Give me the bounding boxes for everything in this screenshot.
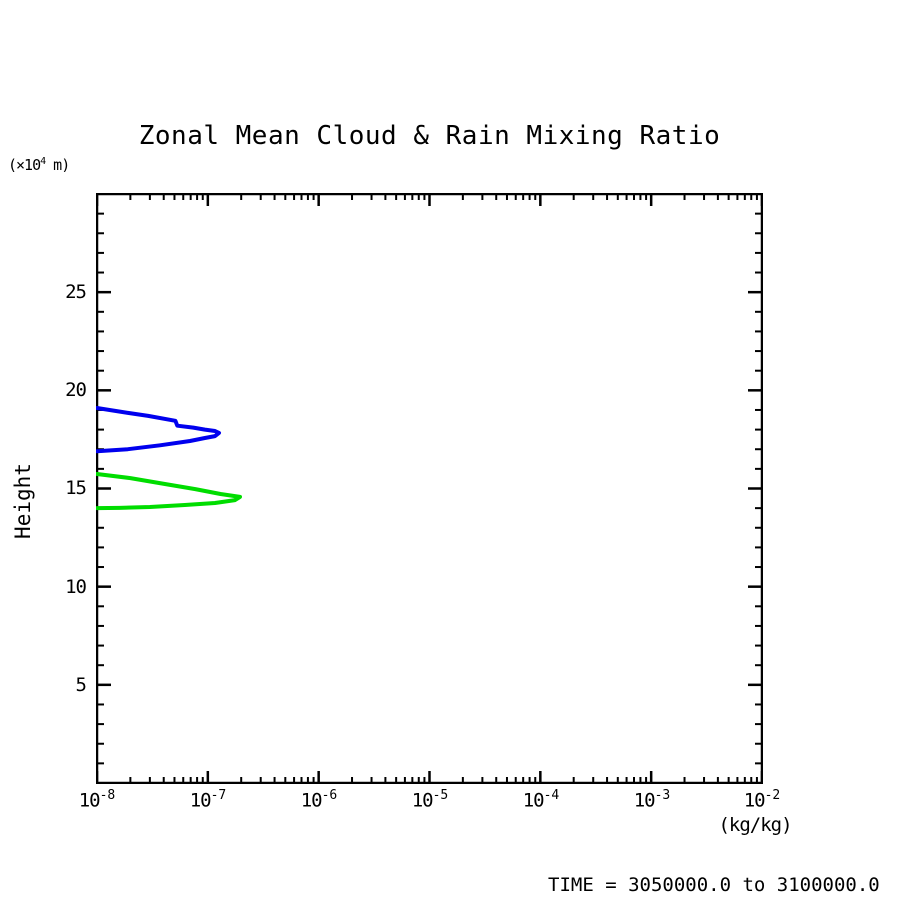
y-axis-unit-exponent: 4 [40, 156, 46, 167]
x-tick-label-1e-7: 10-7 [189, 788, 227, 812]
x-tick-label-1e-2: 10-2 [743, 788, 781, 812]
y-tick-label-5: 5 [75, 674, 87, 696]
cloud-mixing-ratio-contour [96, 406, 221, 454]
x-tick-label-1e-3: 10-3 [633, 788, 671, 812]
time-caption: TIME = 3050000.0 to 3100000.0 [548, 874, 880, 896]
x-tick-label-1e-8: 10-8 [78, 788, 116, 812]
y-tick-label-20: 20 [65, 379, 87, 401]
y-tick-label-15: 15 [65, 477, 87, 499]
x-tick-label-1e-4: 10-4 [522, 788, 560, 812]
plot-area [96, 193, 763, 784]
x-tick-label-1e-5: 10-5 [411, 788, 449, 812]
chart-title: Zonal Mean Cloud & Rain Mixing Ratio [138, 121, 721, 151]
y-tick-label-10: 10 [65, 576, 87, 598]
x-axis-unit-label: (kg/kg) [718, 814, 792, 836]
y-axis-unit-label: (×104 m) [8, 156, 70, 174]
y-axis-label: Height [11, 463, 35, 539]
y-tick-label-25: 25 [65, 281, 87, 303]
y-axis-unit-pre: (×10 [8, 156, 41, 174]
rain-mixing-ratio-contour [96, 472, 242, 511]
y-axis-unit-post: m) [45, 156, 70, 174]
x-tick-label-1e-6: 10-6 [300, 788, 338, 812]
